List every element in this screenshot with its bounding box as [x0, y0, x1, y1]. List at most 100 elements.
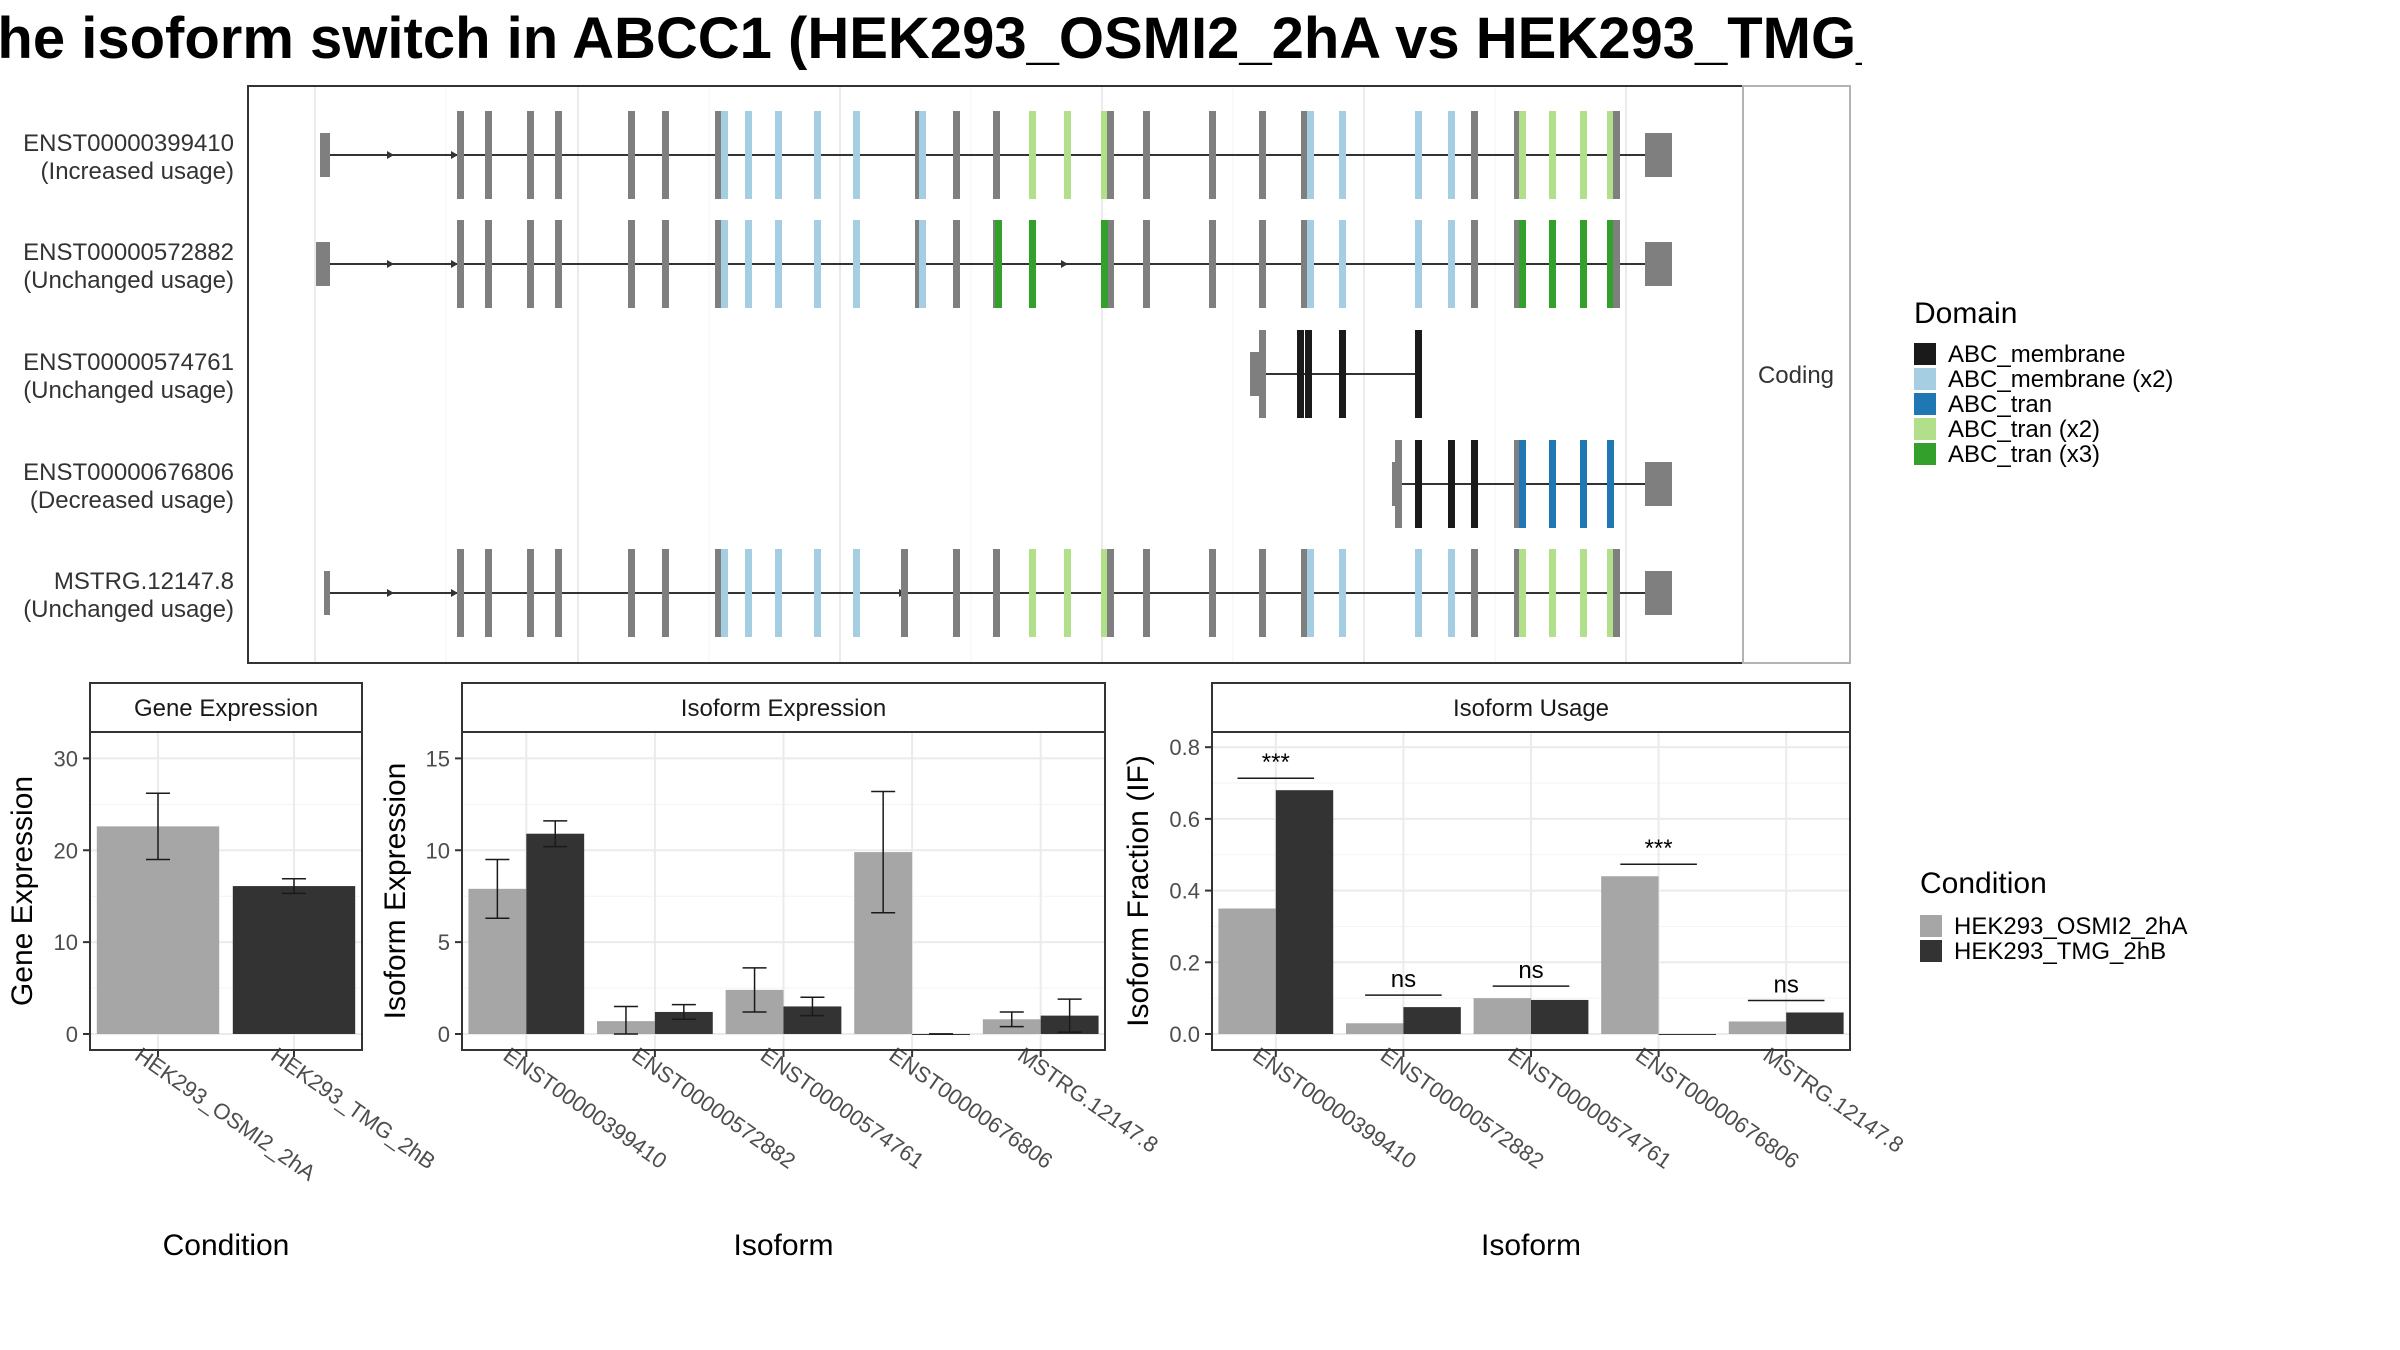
exon-block	[1101, 111, 1108, 199]
exon-block	[1305, 330, 1312, 418]
exon-block	[715, 220, 722, 308]
exon-block	[1448, 111, 1455, 199]
exon-block	[555, 220, 562, 308]
exon-block	[1143, 220, 1150, 308]
y-axis-title: Isoform Fraction (IF)	[1122, 755, 1155, 1027]
error-bar	[485, 858, 510, 919]
exon-block	[1415, 220, 1422, 308]
exon-block	[1029, 549, 1036, 637]
exon-block	[1029, 220, 1036, 308]
exon-block	[745, 111, 752, 199]
chart-strip	[1211, 682, 1851, 733]
exon-block	[745, 549, 752, 637]
bar-HEK293_TMG_2hB	[1786, 1012, 1844, 1034]
exon-block	[662, 220, 669, 308]
exon-block	[1471, 549, 1478, 637]
transcript-row-ENST00000572882: ENST00000572882(Unchanged usage)	[23, 220, 1672, 308]
utr-block-right	[1645, 462, 1672, 506]
error-bar	[146, 792, 170, 861]
exon-block	[1519, 549, 1526, 637]
exon-block	[527, 111, 534, 199]
error-bar	[671, 1003, 696, 1021]
bar-HEK293_TMG_2hB	[526, 833, 585, 1034]
exon-block	[853, 220, 860, 308]
error-bar	[999, 1011, 1024, 1028]
exon-block	[1259, 220, 1266, 308]
exon-block	[485, 111, 492, 199]
x-axis-title: Condition	[163, 1229, 290, 1262]
exon-block	[457, 111, 464, 199]
y-tick-label: 10	[54, 930, 78, 955]
exon-block	[1580, 549, 1587, 637]
exon-block	[1580, 440, 1587, 528]
y-tick-label: 30	[54, 746, 78, 771]
exon-block	[993, 111, 1000, 199]
exon-block	[1415, 440, 1422, 528]
isoform-id-label: ENST00000572882	[23, 239, 234, 266]
exon-block	[715, 111, 722, 199]
exon-block	[915, 220, 922, 308]
exon-block	[953, 549, 960, 637]
exon-block	[1143, 549, 1150, 637]
exon-block	[457, 549, 464, 637]
exon-block	[1259, 330, 1266, 418]
exon-block	[1471, 220, 1478, 308]
exon-block	[1064, 111, 1071, 199]
exon-block	[1607, 440, 1614, 528]
exon-block	[527, 220, 534, 308]
condition-legend-label: HEK293_OSMI2_2hA	[1954, 913, 2187, 940]
utr-block-right	[1645, 133, 1672, 177]
exon-block	[1307, 220, 1314, 308]
exon-block	[1415, 330, 1422, 418]
domain-legend-swatch	[1914, 393, 1936, 415]
exon-block	[919, 111, 926, 199]
x-axis-title: Isoform	[1481, 1229, 1581, 1262]
error-bar	[800, 996, 825, 1017]
bar-HEK293_TMG_2hB	[1403, 1007, 1461, 1034]
domain-legend-label: ABC_tran (x3)	[1948, 441, 2100, 468]
bar-HEK293_TMG_2hB	[1531, 999, 1589, 1034]
exon-block	[775, 549, 782, 637]
exon-block	[1339, 111, 1346, 199]
exon-block	[555, 549, 562, 637]
exon-block	[1259, 111, 1266, 199]
exon-block	[1339, 220, 1346, 308]
utr-block-right	[1645, 571, 1672, 615]
exon-block	[1613, 549, 1620, 637]
strand-arrow	[387, 151, 394, 159]
exon-block	[1259, 549, 1266, 637]
exon-block	[721, 220, 728, 308]
exon-block	[745, 220, 752, 308]
chart-border	[1211, 731, 1851, 1051]
exon-block	[1448, 549, 1455, 637]
error-bar	[613, 1005, 638, 1035]
significance-label: ns	[1518, 957, 1543, 984]
domain-legend-label: ABC_membrane	[1948, 341, 2125, 368]
condition-legend-title: Condition	[1920, 867, 2047, 900]
strand-arrow	[387, 589, 394, 597]
domain-legend-label: ABC_tran	[1948, 391, 2052, 418]
isoform-usage-label: (Unchanged usage)	[23, 377, 234, 404]
exon-block	[1580, 111, 1587, 199]
y-axis-title: Isoform Expression	[379, 763, 412, 1020]
exon-block	[1107, 220, 1114, 308]
domain-legend-swatch	[1914, 343, 1936, 365]
exon-block	[1580, 220, 1587, 308]
exon-block	[1519, 111, 1526, 199]
exon-block	[1549, 549, 1556, 637]
y-tick-label: 20	[54, 838, 78, 863]
domain-legend-swatch	[1914, 443, 1936, 465]
exon-block	[721, 549, 728, 637]
chart-strip-title: Isoform Expression	[681, 695, 886, 722]
isoform-id-label: ENST00000399410	[23, 130, 234, 157]
condition-legend-swatch	[1920, 915, 1942, 937]
exon-block	[1209, 111, 1216, 199]
exon-block	[1549, 220, 1556, 308]
bar-HEK293_TMG_2hB	[232, 886, 356, 1034]
isoform-id-label: MSTRG.12147.8	[54, 568, 234, 595]
error-bar	[1057, 998, 1082, 1033]
utr-block-left	[324, 571, 330, 615]
